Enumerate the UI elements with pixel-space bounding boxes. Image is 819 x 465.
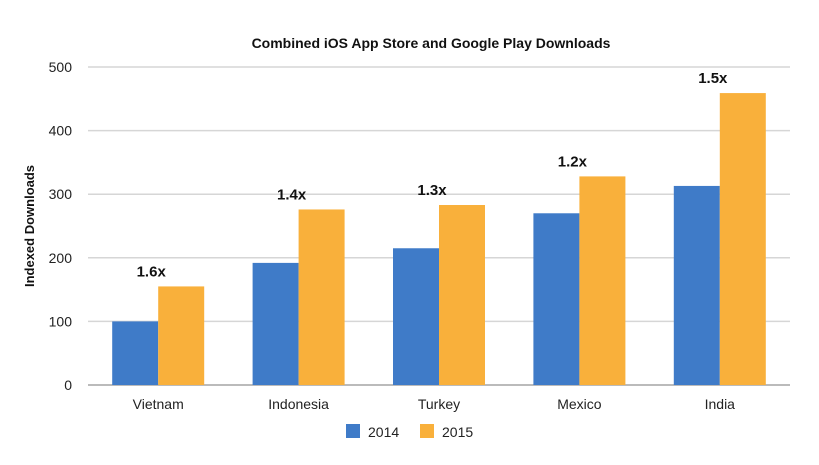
growth-label: 1.5x [698, 70, 728, 87]
growth-label: 1.2x [558, 153, 588, 170]
growth-label: 1.4x [277, 186, 307, 203]
y-tick-label: 500 [49, 59, 73, 75]
x-tick-label: India [705, 396, 736, 412]
bar-2014-mexico [533, 213, 580, 385]
x-tick-label: Vietnam [133, 396, 184, 412]
growth-label: 1.6x [137, 263, 167, 280]
y-tick-label: 400 [49, 123, 73, 139]
y-tick-label: 200 [49, 250, 73, 266]
bar-2014-vietnam [112, 321, 159, 385]
bar-2015-india [719, 93, 766, 386]
x-tick-label: Turkey [418, 396, 460, 412]
legend-label: 2014 [368, 424, 399, 440]
y-tick-label: 100 [49, 313, 73, 329]
bar-2015-mexico [579, 176, 626, 385]
legend-swatch-2015 [420, 424, 434, 438]
x-tick-label: Indonesia [268, 396, 329, 412]
bar-2015-turkey [439, 205, 485, 385]
bar-2015-indonesia [298, 209, 345, 385]
y-tick-label: 300 [49, 186, 73, 202]
legend-label: 2015 [442, 424, 473, 440]
x-tick-label: Mexico [557, 396, 602, 412]
bar-2014-turkey [393, 248, 439, 385]
bar-2014-indonesia [252, 262, 299, 385]
y-tick-label: 0 [64, 377, 72, 393]
bar-2015-vietnam [158, 286, 205, 385]
chart-title: Combined iOS App Store and Google Play D… [252, 35, 611, 51]
bar-2014-india [673, 185, 720, 385]
y-axis-label: Indexed Downloads [22, 165, 37, 287]
growth-label: 1.3x [417, 182, 447, 199]
legend-swatch-2014 [346, 424, 360, 438]
